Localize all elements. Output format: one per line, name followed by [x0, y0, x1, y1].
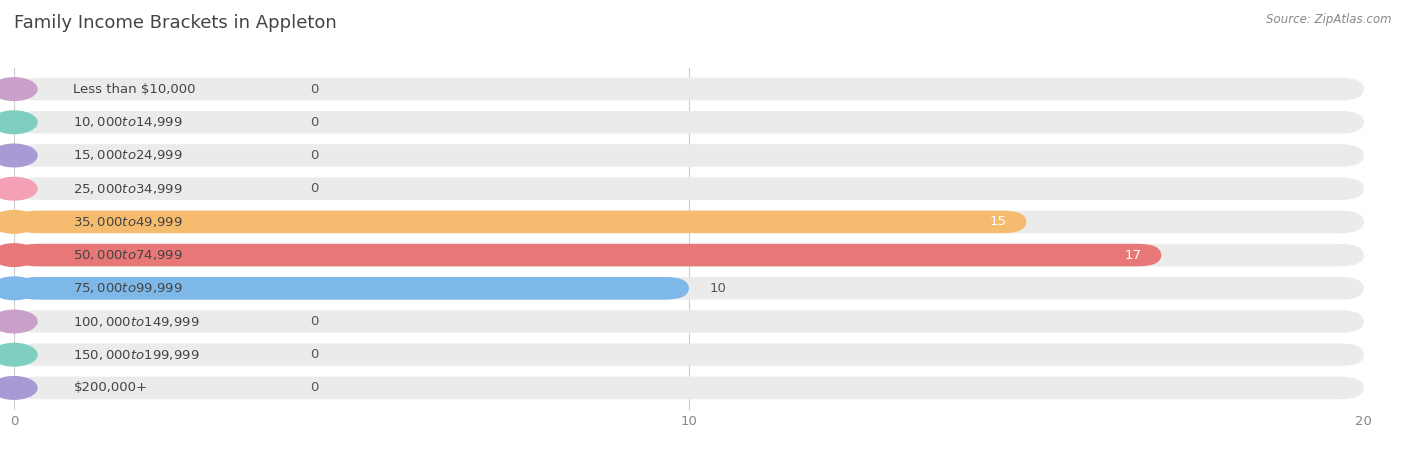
FancyBboxPatch shape — [14, 244, 1161, 266]
FancyBboxPatch shape — [14, 343, 1364, 366]
Text: 0: 0 — [309, 116, 318, 129]
Text: $50,000 to $74,999: $50,000 to $74,999 — [73, 248, 183, 262]
Text: $10,000 to $14,999: $10,000 to $14,999 — [73, 115, 183, 129]
Text: $25,000 to $34,999: $25,000 to $34,999 — [73, 182, 183, 196]
Text: $15,000 to $24,999: $15,000 to $24,999 — [73, 148, 183, 162]
Text: 10: 10 — [709, 282, 725, 295]
Circle shape — [0, 177, 37, 200]
Circle shape — [0, 78, 37, 100]
Text: Less than $10,000: Less than $10,000 — [73, 83, 195, 95]
FancyBboxPatch shape — [14, 144, 1364, 167]
Circle shape — [0, 111, 37, 134]
Text: 0: 0 — [309, 182, 318, 195]
Text: $150,000 to $199,999: $150,000 to $199,999 — [73, 348, 200, 362]
Circle shape — [0, 144, 37, 167]
Text: $100,000 to $149,999: $100,000 to $149,999 — [73, 315, 200, 328]
FancyBboxPatch shape — [14, 211, 1026, 233]
FancyBboxPatch shape — [14, 111, 1364, 134]
Text: $200,000+: $200,000+ — [73, 382, 148, 394]
Circle shape — [0, 244, 37, 266]
Text: 0: 0 — [309, 83, 318, 95]
Circle shape — [0, 310, 37, 333]
Circle shape — [0, 211, 37, 233]
FancyBboxPatch shape — [14, 277, 1364, 300]
FancyBboxPatch shape — [14, 377, 1364, 399]
Text: 0: 0 — [309, 315, 318, 328]
FancyBboxPatch shape — [14, 244, 1364, 266]
Circle shape — [0, 343, 37, 366]
FancyBboxPatch shape — [14, 310, 1364, 333]
FancyBboxPatch shape — [14, 277, 689, 300]
Text: Family Income Brackets in Appleton: Family Income Brackets in Appleton — [14, 14, 337, 32]
Text: 0: 0 — [309, 382, 318, 394]
Text: 15: 15 — [990, 216, 1007, 229]
Text: 0: 0 — [309, 348, 318, 361]
Circle shape — [0, 277, 37, 300]
Text: Source: ZipAtlas.com: Source: ZipAtlas.com — [1267, 14, 1392, 27]
FancyBboxPatch shape — [14, 177, 1364, 200]
FancyBboxPatch shape — [14, 211, 1364, 233]
Text: 17: 17 — [1125, 248, 1142, 261]
Circle shape — [0, 377, 37, 399]
Text: 0: 0 — [309, 149, 318, 162]
Text: $75,000 to $99,999: $75,000 to $99,999 — [73, 281, 183, 295]
FancyBboxPatch shape — [14, 78, 1364, 100]
Text: $35,000 to $49,999: $35,000 to $49,999 — [73, 215, 183, 229]
